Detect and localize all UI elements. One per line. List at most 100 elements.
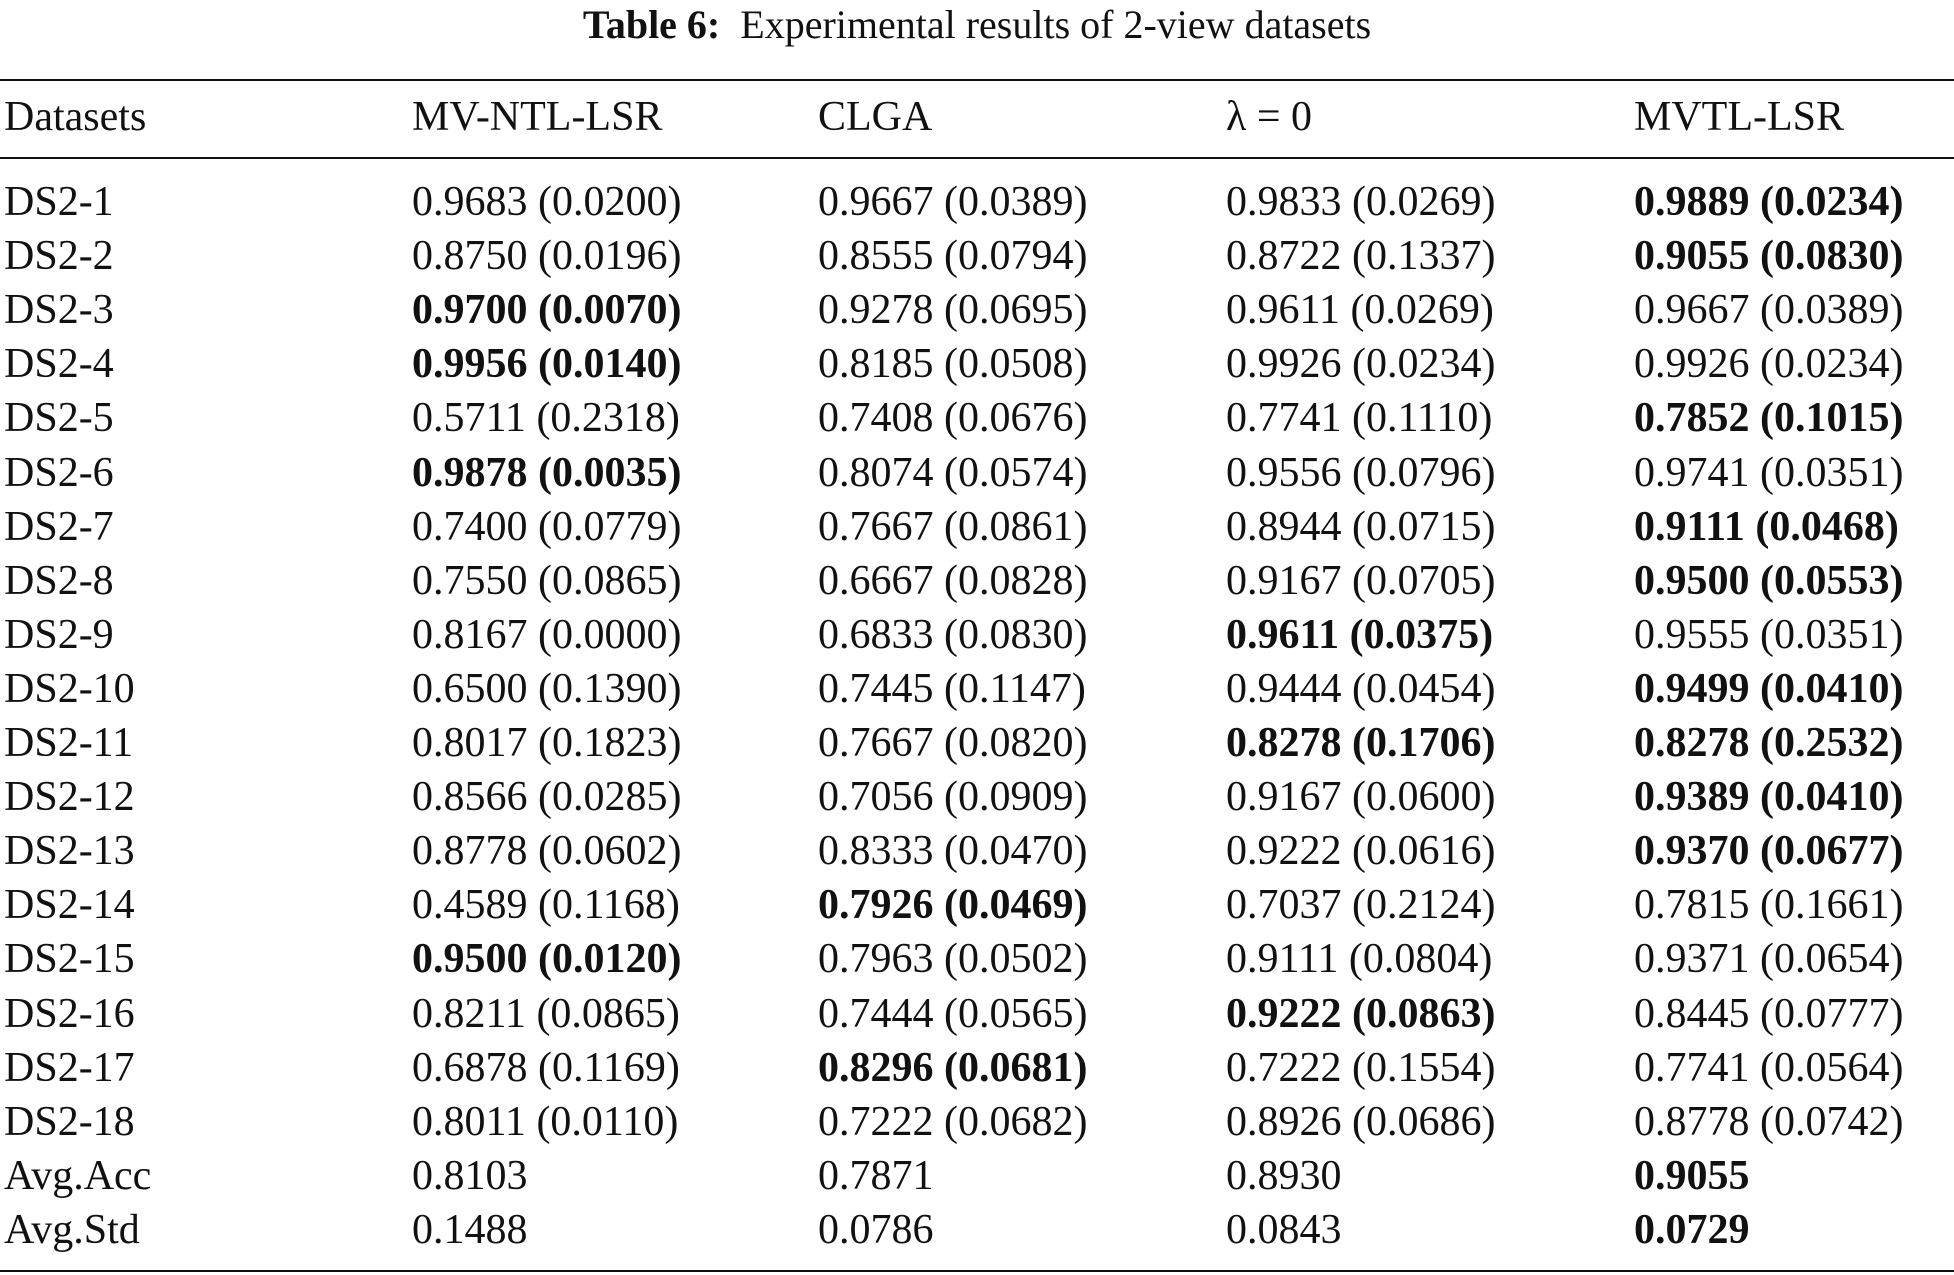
result-cell: 0.9500 (0.0553) <box>1634 557 1904 604</box>
column-header-clga: CLGA <box>818 94 933 140</box>
table-row: DS2-11 0.8017 (0.1823) 0.7667 (0.0820) 0.82… <box>0 716 1954 770</box>
dataset-name-cell: DS2-16 <box>4 990 135 1037</box>
table-row: DS2-6 0.9878 (0.0035) 0.8074 (0.0574) 0.955… <box>0 446 1954 500</box>
dataset-name-cell: DS2-6 <box>4 449 114 496</box>
result-cell: 0.8722 (0.1337) <box>1226 233 1496 280</box>
dataset-name-cell: DS2-11 <box>4 720 134 766</box>
dataset-name-cell: DS2-2 <box>4 233 114 280</box>
result-cell: 0.8778 (0.0602) <box>412 828 682 875</box>
table-row: DS2-2 0.8750 (0.0196) 0.8555 (0.0794) 0.872… <box>0 229 1954 283</box>
result-cell: 0.8930 <box>1226 1152 1342 1199</box>
result-cell: 0.7741 (0.0564) <box>1634 1044 1904 1091</box>
result-cell: 0.9278 (0.0695) <box>818 287 1088 334</box>
result-cell: 0.6878 (0.1169) <box>412 1044 680 1091</box>
result-cell: 0.9370 (0.0677) <box>1634 828 1904 875</box>
table-row: DS2-13 0.8778 (0.0602) 0.8333 (0.0470) 0.92… <box>0 824 1954 878</box>
result-cell: 0.8778 (0.0742) <box>1634 1098 1904 1145</box>
result-cell: 0.8926 (0.0686) <box>1226 1098 1496 1145</box>
table-caption: Table 6: Experimental results of 2-view … <box>0 0 1954 50</box>
result-cell: 0.9055 (0.0830) <box>1634 233 1904 280</box>
result-cell: 0.9222 (0.0863) <box>1226 990 1496 1037</box>
result-cell: 0.7871 <box>818 1152 934 1199</box>
dataset-name-cell: Avg.Std <box>4 1206 140 1253</box>
result-cell: 0.9444 (0.0454) <box>1226 665 1496 712</box>
result-cell: 0.9667 (0.0389) <box>1634 287 1904 334</box>
result-cell: 0.9878 (0.0035) <box>412 449 682 496</box>
result-cell: 0.7667 (0.0820) <box>818 720 1088 766</box>
result-cell: 0.9222 (0.0616) <box>1226 828 1496 875</box>
table-row: DS2-16 0.8211 (0.0865) 0.7444 (0.0565) 0.92… <box>0 987 1954 1041</box>
result-cell: 0.9926 (0.0234) <box>1634 341 1904 388</box>
result-cell: 0.9667 (0.0389) <box>818 179 1088 225</box>
result-cell: 0.8103 <box>412 1152 528 1199</box>
result-cell: 0.7852 (0.1015) <box>1634 395 1904 442</box>
dataset-name-cell: DS2-13 <box>4 828 135 875</box>
dataset-name-cell: DS2-4 <box>4 341 114 388</box>
table-row: DS2-14 0.4589 (0.1168) 0.7926 (0.0469) 0.70… <box>0 878 1954 932</box>
result-cell: 0.8167 (0.0000) <box>412 611 682 658</box>
result-cell: 0.7400 (0.0779) <box>412 503 682 550</box>
result-cell: 0.7445 (0.1147) <box>818 665 1086 712</box>
result-cell: 0.9371 (0.0654) <box>1634 936 1904 983</box>
result-cell: 0.7037 (0.2124) <box>1226 882 1496 929</box>
table-row: DS2-9 0.8167 (0.0000) 0.6833 (0.0830) 0.961… <box>0 608 1954 662</box>
table-row: DS2-12 0.8566 (0.0285) 0.7056 (0.0909) 0.91… <box>0 770 1954 824</box>
result-cell: 0.0843 <box>1226 1206 1342 1253</box>
result-cell: 0.8750 (0.0196) <box>412 233 682 280</box>
dataset-name-cell: DS2-5 <box>4 395 114 442</box>
column-header-mvtl-lsr: MVTL-LSR <box>1634 94 1844 140</box>
dataset-name-cell: DS2-12 <box>4 774 135 821</box>
result-cell: 0.7408 (0.0676) <box>818 395 1088 442</box>
result-cell: 0.9167 (0.0600) <box>1226 774 1496 821</box>
dataset-name-cell: DS2-17 <box>4 1044 135 1091</box>
result-cell: 0.8211 (0.0865) <box>412 990 680 1037</box>
dataset-name-cell: DS2-3 <box>4 287 114 334</box>
result-cell: 0.7056 (0.0909) <box>818 774 1088 821</box>
dataset-name-cell: DS2-15 <box>4 936 135 983</box>
result-cell: 0.9167 (0.0705) <box>1226 557 1496 604</box>
table-caption-text: Experimental results of 2-view datasets <box>740 2 1372 47</box>
table-row: DS2-15 0.9500 (0.0120) 0.7963 (0.0502) 0.91… <box>0 932 1954 986</box>
table-row: Avg.Acc 0.8103 0.7871 0.8930 0.9055 <box>0 1149 1954 1203</box>
result-cell: 0.7550 (0.0865) <box>412 557 682 604</box>
result-cell: 0.8074 (0.0574) <box>818 449 1088 496</box>
result-cell: 0.9956 (0.0140) <box>412 341 682 388</box>
table-row: DS2-5 0.5711 (0.2318) 0.7408 (0.0676) 0.774… <box>0 391 1954 445</box>
top-rule <box>0 79 1954 81</box>
table-row: DS2-1 0.9683 (0.0200) 0.9667 (0.0389) 0.983… <box>0 175 1954 229</box>
result-cell: 0.9500 (0.0120) <box>412 936 682 983</box>
result-cell: 0.9833 (0.0269) <box>1226 179 1496 225</box>
table-row: DS2-17 0.6878 (0.1169) 0.8296 (0.0681) 0.72… <box>0 1041 1954 1095</box>
table-row: DS2-4 0.9956 (0.0140) 0.8185 (0.0508) 0.992… <box>0 337 1954 391</box>
result-cell: 0.8017 (0.1823) <box>412 720 682 766</box>
result-cell: 0.9055 <box>1634 1152 1750 1199</box>
result-cell: 0.9683 (0.0200) <box>412 179 682 225</box>
dataset-name-cell: Avg.Acc <box>4 1152 152 1199</box>
result-cell: 0.7741 (0.1110) <box>1226 395 1493 442</box>
dataset-name-cell: DS2-7 <box>4 503 114 550</box>
result-cell: 0.8566 (0.0285) <box>412 774 682 821</box>
result-cell: 0.7963 (0.0502) <box>818 936 1088 983</box>
table-caption-label: Table 6: <box>582 2 721 47</box>
result-cell: 0.7222 (0.1554) <box>1226 1044 1496 1091</box>
result-cell: 0.0786 <box>818 1206 934 1253</box>
table-row: DS2-10 0.6500 (0.1390) 0.7445 (0.1147) 0.94… <box>0 662 1954 716</box>
result-cell: 0.1488 <box>412 1206 528 1253</box>
result-cell: 0.8333 (0.0470) <box>818 828 1088 875</box>
result-cell: 0.9741 (0.0351) <box>1634 449 1904 496</box>
result-cell: 0.9889 (0.0234) <box>1634 179 1904 225</box>
result-cell: 0.6667 (0.0828) <box>818 557 1088 604</box>
table-row: DS2-8 0.7550 (0.0865) 0.6667 (0.0828) 0.916… <box>0 554 1954 608</box>
dataset-name-cell: DS2-8 <box>4 557 114 604</box>
result-cell: 0.6500 (0.1390) <box>412 665 682 712</box>
result-cell: 0.9555 (0.0351) <box>1634 611 1904 658</box>
result-cell: 0.9611 (0.0375) <box>1226 611 1494 658</box>
result-cell: 0.8278 (0.2532) <box>1634 720 1904 766</box>
result-cell: 0.9611 (0.0269) <box>1226 287 1494 334</box>
result-cell: 0.8011 (0.0110) <box>412 1098 679 1145</box>
result-cell: 0.7222 (0.0682) <box>818 1098 1088 1145</box>
dataset-name-cell: DS2-9 <box>4 611 114 658</box>
result-cell: 0.8555 (0.0794) <box>818 233 1088 280</box>
result-cell: 0.9111 (0.0468) <box>1634 503 1899 550</box>
